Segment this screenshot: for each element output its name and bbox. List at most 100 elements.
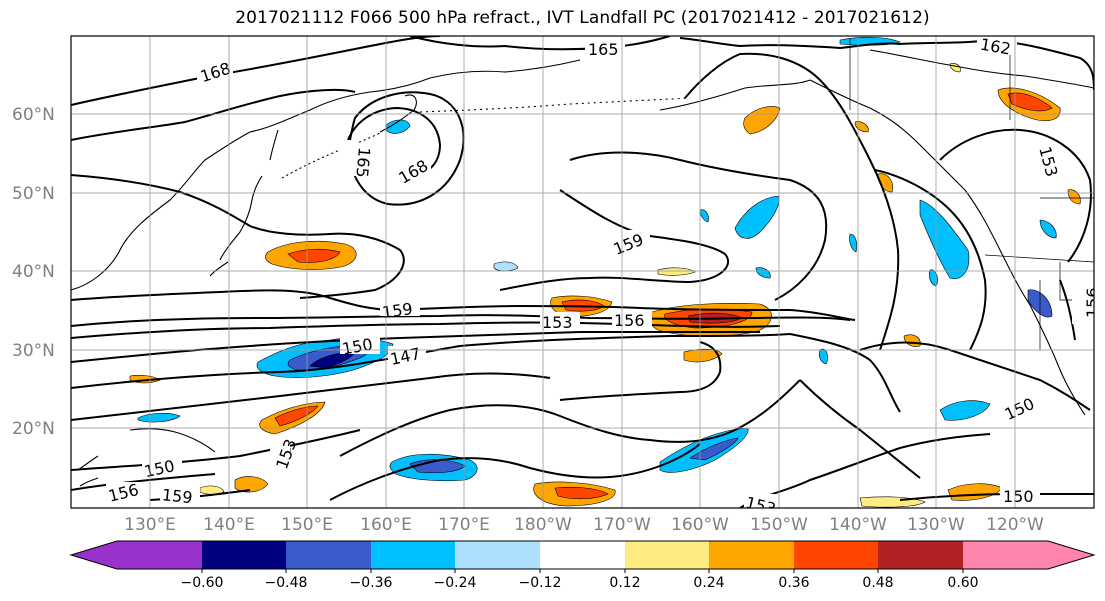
contour-label: 165 bbox=[588, 40, 619, 59]
coast-alaska-south bbox=[809, 79, 966, 191]
colorbar-tick-label: −0.12 bbox=[519, 575, 562, 591]
contour-label: 156 bbox=[1083, 287, 1102, 318]
lat-label: 30°N bbox=[12, 341, 55, 361]
colorbar-segment bbox=[878, 541, 963, 569]
contour-ext-3 bbox=[874, 169, 987, 351]
anomaly-positive-northeast-canada-core bbox=[1007, 92, 1053, 112]
lon-label: 160°E bbox=[360, 515, 412, 535]
anomaly-negative-central bbox=[939, 400, 991, 421]
coast-sakhalin bbox=[269, 129, 279, 161]
colorbar-segments bbox=[71, 541, 1094, 569]
contour-153-south bbox=[71, 429, 361, 471]
lon-label: 160°W bbox=[671, 515, 729, 535]
colorbar-segment bbox=[371, 541, 455, 569]
lon-label: 120°W bbox=[986, 515, 1044, 535]
contour-153-southeast bbox=[739, 433, 991, 508]
contour-label: 165 bbox=[352, 146, 374, 178]
lon-label: 140°W bbox=[829, 515, 887, 535]
contour-label: 150 bbox=[1003, 487, 1034, 506]
lon-label: 130°E bbox=[124, 515, 176, 535]
lon-label: 140°E bbox=[203, 515, 255, 535]
anomaly-positive-south-central-core bbox=[554, 486, 609, 500]
anomaly-negative-small-1 bbox=[137, 412, 181, 423]
lon-label: 170°W bbox=[593, 515, 651, 535]
contour-ridge-2 bbox=[339, 379, 801, 457]
anomaly-negative-kamchatka bbox=[385, 119, 411, 134]
contour-165-north bbox=[409, 36, 671, 51]
contour-168-north bbox=[71, 36, 441, 106]
colorbar-segment bbox=[963, 541, 1094, 569]
anomaly-negative-alaska bbox=[919, 199, 970, 280]
map-frame bbox=[70, 35, 1095, 509]
map-content: 168 165 162 168 165 159 159 153 156 150 … bbox=[71, 35, 1102, 508]
colorbar-tick-label: −0.60 bbox=[181, 575, 224, 591]
colorbar-ticks bbox=[201, 569, 964, 573]
contour-162 bbox=[71, 174, 405, 299]
contour-150-east bbox=[859, 341, 1091, 411]
colorbar-segment bbox=[202, 541, 286, 569]
coast-north-america-west bbox=[964, 189, 1086, 416]
coast-alaska-west bbox=[659, 79, 811, 111]
contour-156-south bbox=[71, 473, 216, 491]
anomaly-negative-small-3 bbox=[1039, 219, 1057, 239]
graticule bbox=[71, 36, 1094, 508]
contour-153-alaska bbox=[939, 128, 1092, 263]
colorbar-outline bbox=[69, 540, 1096, 570]
colorbar-segment bbox=[540, 541, 625, 569]
contour-label: 156 bbox=[614, 311, 645, 330]
anomaly-fills bbox=[129, 36, 1081, 508]
coast-east-china-sea bbox=[129, 428, 216, 453]
lon-label: 150°E bbox=[281, 515, 333, 535]
anomaly-negative-small-9 bbox=[699, 209, 709, 223]
lat-label: 20°N bbox=[12, 419, 55, 439]
border-west-us-1 bbox=[984, 254, 1094, 263]
lon-label: 170°E bbox=[438, 515, 490, 535]
anomaly-positive-alaska bbox=[743, 106, 781, 135]
lon-label: 130°W bbox=[907, 515, 965, 535]
contour-156 bbox=[71, 314, 851, 327]
contour-label: 159 bbox=[161, 485, 193, 507]
lon-label: 150°W bbox=[750, 515, 808, 535]
colorbar-tick-label: −0.24 bbox=[434, 575, 477, 591]
contour-162-north bbox=[679, 37, 1094, 91]
lat-label: 50°N bbox=[12, 184, 55, 204]
anomaly-negative-pacific-ne bbox=[734, 195, 780, 239]
anomaly-positive-small-5 bbox=[657, 267, 696, 276]
contour-label: 162 bbox=[979, 35, 1012, 59]
contour-label: 159 bbox=[381, 299, 414, 322]
colorbar-tick-label: 0.60 bbox=[947, 575, 978, 591]
contour-168-low bbox=[348, 91, 465, 206]
contour-159-west bbox=[71, 289, 856, 321]
coast-asia-mainland bbox=[71, 59, 581, 291]
anomaly-positive-small-10 bbox=[199, 485, 225, 495]
lat-label: 60°N bbox=[12, 105, 55, 125]
contour-150-south bbox=[71, 372, 551, 421]
coast-kuril-chain bbox=[281, 131, 383, 179]
colorbar-segment bbox=[709, 541, 794, 569]
contour-159-east bbox=[569, 151, 828, 301]
colorbar-segment bbox=[794, 541, 878, 569]
lat-label: 40°N bbox=[12, 262, 55, 282]
colorbar-tick-label: −0.36 bbox=[350, 575, 393, 591]
contour-156-east bbox=[1059, 279, 1076, 341]
colorbar-segment bbox=[71, 541, 202, 569]
colorbar: −0.60 −0.48 −0.36 −0.24 −0.12 0.12 0.24 … bbox=[69, 540, 1096, 591]
anomaly-negative-small-6 bbox=[755, 267, 771, 279]
contour-ext-2 bbox=[789, 333, 901, 413]
contour-147 bbox=[71, 333, 791, 389]
contour-label: 153 bbox=[542, 313, 573, 332]
contour-ext-1 bbox=[799, 379, 921, 479]
colorbar-segment bbox=[625, 541, 709, 569]
colorbar-segment bbox=[286, 541, 371, 569]
contour-ridge-1 bbox=[559, 341, 722, 401]
longitude-labels: 130°E 140°E 150°E 160°E 170°E 180°W 170°… bbox=[124, 515, 1044, 535]
coast-canada-north bbox=[869, 49, 1094, 89]
colorbar-segment bbox=[455, 541, 540, 569]
contour-trough-1 bbox=[329, 443, 701, 501]
height-contours bbox=[71, 36, 1094, 508]
anomaly-negative-small-5 bbox=[493, 261, 519, 272]
map-background bbox=[71, 36, 1094, 508]
anomaly-positive-japan-sea-core bbox=[287, 248, 341, 263]
contour-153 bbox=[71, 321, 781, 339]
